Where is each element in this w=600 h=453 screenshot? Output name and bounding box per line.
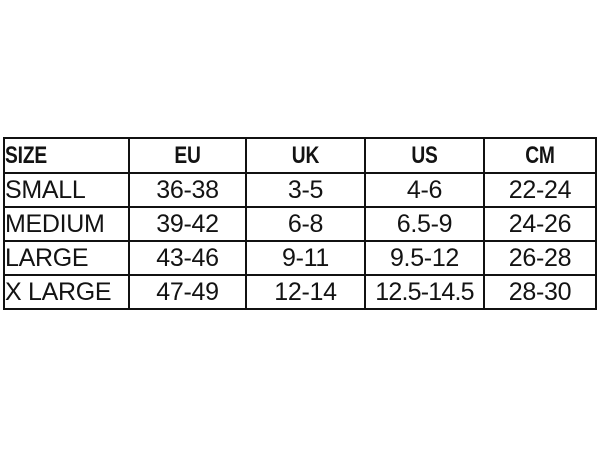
column-header-eu: EU xyxy=(128,137,247,174)
column-header-uk: UK xyxy=(245,137,366,174)
cell-uk: 6-8 xyxy=(245,206,366,242)
table-row: MEDIUM 39-42 6-8 6.5-9 24-26 xyxy=(3,206,597,242)
cell-us: 9.5-12 xyxy=(364,240,485,276)
cell-us: 6.5-9 xyxy=(364,206,485,242)
size-chart-table: SIZE EU UK US CM SMALL 36-38 3 xyxy=(3,137,597,310)
column-header-cm: CM xyxy=(483,137,597,174)
cell-uk: 9-11 xyxy=(245,240,366,276)
column-header-cm-label: CM xyxy=(525,142,555,169)
cell-eu: 39-42 xyxy=(128,206,247,242)
header-row: SIZE EU UK US CM xyxy=(3,137,597,174)
column-header-uk-label: UK xyxy=(291,142,320,169)
cell-eu: 43-46 xyxy=(128,240,247,276)
table-row: SMALL 36-38 3-5 4-6 22-24 xyxy=(3,172,597,208)
cell-size: SMALL xyxy=(3,172,130,208)
cell-cm: 22-24 xyxy=(483,172,597,208)
table-header: SIZE EU UK US CM xyxy=(3,137,597,174)
column-header-us-label: US xyxy=(411,142,438,169)
table-row: LARGE 43-46 9-11 9.5-12 26-28 xyxy=(3,240,597,276)
cell-eu: 47-49 xyxy=(128,274,247,310)
table-body: SMALL 36-38 3-5 4-6 22-24 MEDIUM 39-42 6… xyxy=(3,172,597,310)
cell-size: MEDIUM xyxy=(3,206,130,242)
column-header-eu-label: EU xyxy=(174,142,201,169)
cell-us: 12.5-14.5 xyxy=(364,274,485,310)
column-header-size: SIZE xyxy=(3,137,130,174)
cell-uk: 3-5 xyxy=(245,172,366,208)
column-header-size-label: SIZE xyxy=(5,142,48,169)
cell-cm: 24-26 xyxy=(483,206,597,242)
cell-us: 4-6 xyxy=(364,172,485,208)
cell-uk: 12-14 xyxy=(245,274,366,310)
table-row: X LARGE 47-49 12-14 12.5-14.5 28-30 xyxy=(3,274,597,310)
column-header-us: US xyxy=(364,137,485,174)
cell-eu: 36-38 xyxy=(128,172,247,208)
cell-size: LARGE xyxy=(3,240,130,276)
cell-cm: 26-28 xyxy=(483,240,597,276)
cell-size: X LARGE xyxy=(3,274,130,310)
cell-cm: 28-30 xyxy=(483,274,597,310)
